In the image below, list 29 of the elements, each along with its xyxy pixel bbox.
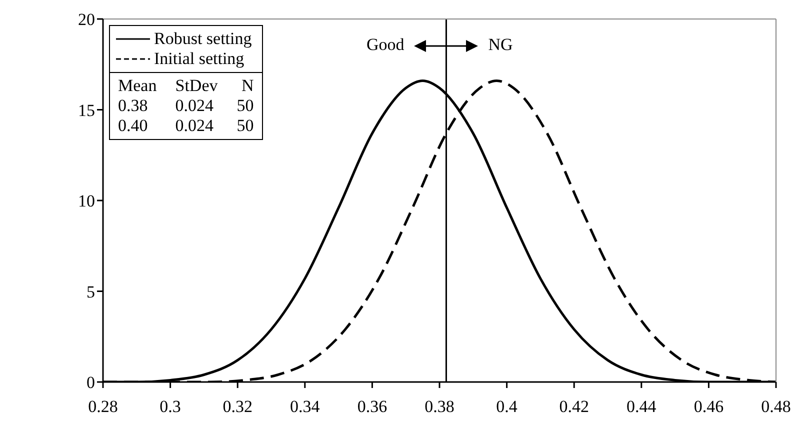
x-tick-label: 0.44 [626, 397, 657, 416]
annotation: N [240, 76, 254, 96]
x-tick-label: 0.46 [694, 397, 724, 416]
legend-label: Initial setting [154, 49, 244, 69]
x-tick-label: 0.36 [357, 397, 388, 416]
y-tick-label: 5 [86, 282, 95, 302]
y-tick-label: 15 [78, 100, 95, 120]
annotation: 0.024 [175, 96, 214, 116]
annotation: 0.40 [118, 116, 149, 136]
x-tick-label: 0.3 [160, 397, 181, 416]
x-tick-label: 0.34 [290, 397, 320, 416]
annotation: 50 [236, 96, 254, 116]
x-tick-label: 0.42 [559, 397, 589, 416]
x-tick-label: 0.32 [222, 397, 252, 416]
y-tick-label: 20 [78, 10, 95, 30]
x-tick-label: 0.28 [88, 397, 118, 416]
x-tick-label: 0.48 [761, 397, 791, 416]
annotation: NG [488, 35, 513, 55]
legend-label: Robust setting [154, 29, 252, 49]
x-tick-label: 0.38 [424, 397, 454, 416]
y-tick-label: 0 [86, 373, 95, 392]
annotation: 50 [236, 116, 254, 136]
annotation: Mean [118, 76, 158, 96]
y-tick-label: 10 [78, 192, 95, 211]
annotation: StDev [175, 76, 218, 96]
annotation: 0.38 [118, 96, 149, 116]
x-tick-label: 0.4 [496, 397, 518, 416]
annotation: 0.024 [175, 116, 214, 136]
annotation: Good [366, 35, 404, 55]
